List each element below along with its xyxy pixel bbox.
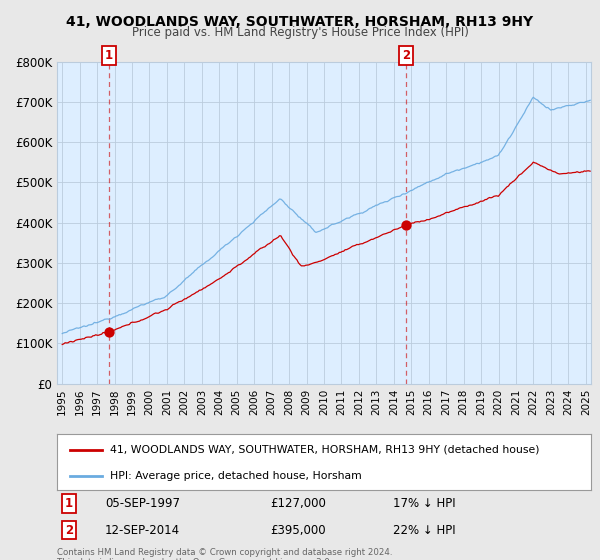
Text: Price paid vs. HM Land Registry's House Price Index (HPI): Price paid vs. HM Land Registry's House … — [131, 26, 469, 39]
Text: 22% ↓ HPI: 22% ↓ HPI — [394, 524, 456, 536]
Text: 2: 2 — [65, 524, 73, 536]
Text: £395,000: £395,000 — [271, 524, 326, 536]
Text: HPI: Average price, detached house, Horsham: HPI: Average price, detached house, Hors… — [110, 471, 362, 481]
Text: 2: 2 — [402, 49, 410, 62]
Text: 41, WOODLANDS WAY, SOUTHWATER, HORSHAM, RH13 9HY: 41, WOODLANDS WAY, SOUTHWATER, HORSHAM, … — [67, 15, 533, 29]
Point — [104, 328, 114, 337]
Point — [401, 220, 410, 229]
Text: 41, WOODLANDS WAY, SOUTHWATER, HORSHAM, RH13 9HY (detached house): 41, WOODLANDS WAY, SOUTHWATER, HORSHAM, … — [110, 445, 540, 455]
Text: Contains HM Land Registry data © Crown copyright and database right 2024.
This d: Contains HM Land Registry data © Crown c… — [57, 548, 392, 560]
Text: £127,000: £127,000 — [271, 497, 326, 510]
Text: 1: 1 — [65, 497, 73, 510]
Text: 1: 1 — [105, 49, 113, 62]
Text: 17% ↓ HPI: 17% ↓ HPI — [394, 497, 456, 510]
Text: 12-SEP-2014: 12-SEP-2014 — [105, 524, 180, 536]
Text: 05-SEP-1997: 05-SEP-1997 — [105, 497, 180, 510]
